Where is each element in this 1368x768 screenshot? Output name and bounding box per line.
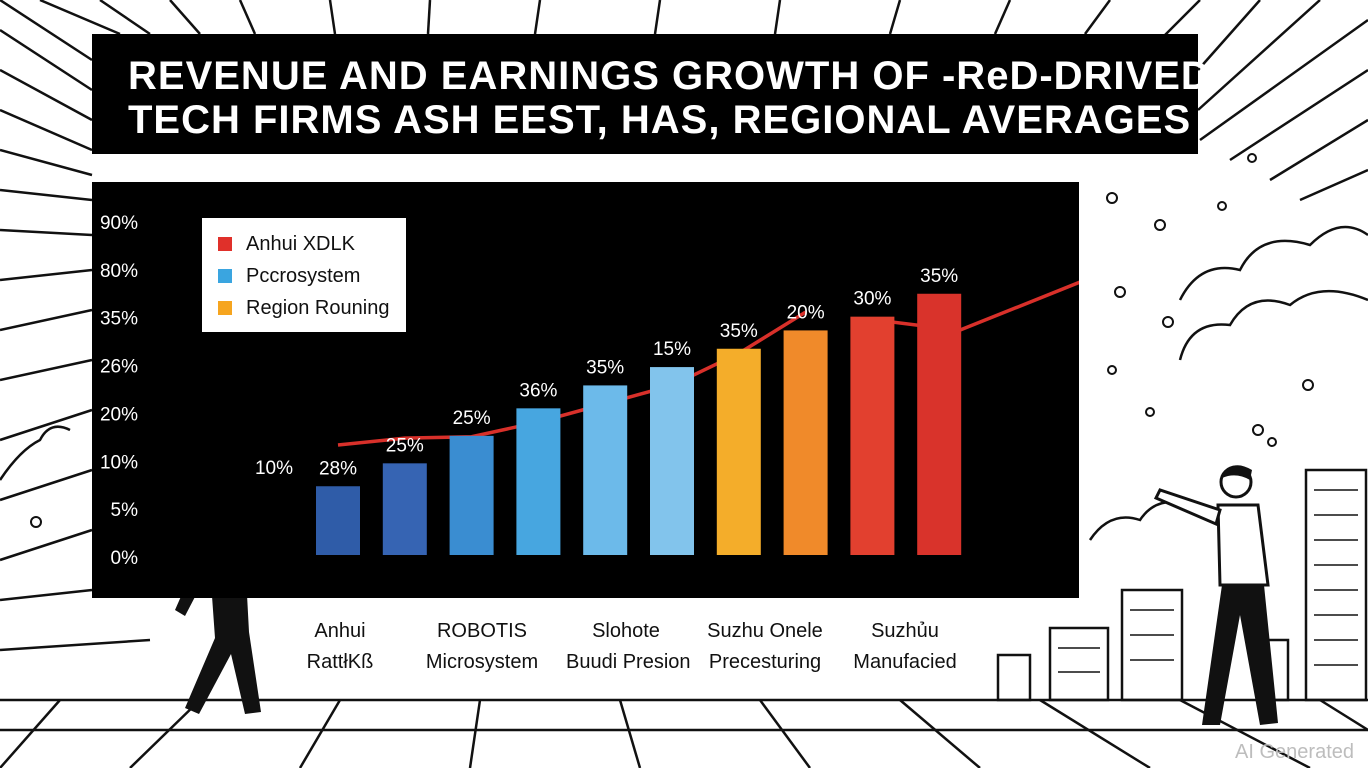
category-label-2: ROBOTIS Microsystem <box>412 616 552 678</box>
trend-line-segment-2 <box>885 280 1079 333</box>
title-banner: REVENUE AND EARNINGS GROWTH OF -ReD-DRIV… <box>92 34 1211 154</box>
legend: Anhui XDLK Pccrosystem Region Rouning <box>202 218 406 332</box>
bar <box>850 316 895 555</box>
building-windows <box>1058 489 1358 673</box>
bar-value-label: 25% <box>386 435 424 456</box>
category-label-4: Suzhu Onele Precesturing <box>690 616 840 678</box>
speed-lines <box>0 0 1368 652</box>
bar <box>650 367 694 555</box>
category-label-3: Slohote Buudi Presion <box>566 616 691 678</box>
y-tick-label: 10% <box>100 452 138 473</box>
chart-title-line-1: REVENUE AND EARNINGS GROWTH OF -ReD-DRIV… <box>128 54 1211 98</box>
legend-label-3: Region Rouning <box>246 296 390 319</box>
category-5-line-2: Manufacied <box>853 651 957 673</box>
legend-item-3: Region Rouning <box>218 292 406 324</box>
floor-perspective <box>0 698 1368 768</box>
bar <box>449 435 494 555</box>
observer-figure <box>1153 465 1278 725</box>
y-tick-label: 35% <box>100 309 138 330</box>
bar <box>583 385 628 555</box>
legend-swatch-2 <box>218 269 232 283</box>
legend-label-1: Anhui XDLK <box>246 232 355 255</box>
bar-chart: 90% 80% 35% 26% 20% 10% 5% 0% 28% 25% 25% 36% 35% 15%… <box>100 213 1079 569</box>
bar-value-label: 28% <box>319 458 357 479</box>
y-tick-label: 26% <box>100 357 138 378</box>
bar-value-label: 20% <box>787 302 825 323</box>
category-2-line-1: ROBOTIS <box>436 620 527 642</box>
y-tick-label: 80% <box>100 261 138 282</box>
bar <box>382 463 427 555</box>
ai-generated-watermark: AI Generated <box>1235 741 1354 763</box>
bar <box>516 408 561 555</box>
category-3-line-1: Slohote <box>592 620 660 642</box>
legend-label-2: Pccrosystem <box>246 264 361 287</box>
legend-swatch-3 <box>218 301 232 315</box>
legend-item-2: Pccrosystem <box>218 260 406 292</box>
category-3-line-2: Buudi Presion <box>566 651 691 673</box>
chart-title-line-2: TECH FIRMS ASH EEST, HAS, REGIONAL AVERA… <box>128 98 1192 142</box>
category-1-line-1: Anhui <box>314 620 366 642</box>
category-4-line-2: Precesturing <box>708 651 822 673</box>
extra-value-label: 10% <box>255 458 293 479</box>
legend-item-1: Anhui XDLK <box>218 228 406 260</box>
bar-value-label: 36% <box>519 380 557 401</box>
category-label-5: Suzhủu Manufacied <box>850 616 960 678</box>
bar <box>316 486 360 555</box>
bar-value-label: 15% <box>653 339 691 360</box>
category-2-line-2: Microsystem <box>425 651 539 673</box>
bar-value-label: 35% <box>920 266 958 287</box>
y-tick-label: 5% <box>111 500 139 521</box>
city-buildings <box>996 468 1368 702</box>
category-4-line-1: Suzhu Onele <box>707 620 823 642</box>
y-tick-label: 0% <box>111 548 139 569</box>
category-label-1: Anhui RattłKß <box>300 616 380 678</box>
legend-swatch-1 <box>218 237 232 251</box>
category-1-line-2: RattłKß <box>306 651 374 673</box>
y-tick-label: 20% <box>100 404 138 425</box>
bar-value-label: 25% <box>453 408 491 429</box>
bar-value-label: 35% <box>586 357 624 378</box>
bar <box>917 293 962 555</box>
bar <box>716 348 761 555</box>
category-5-line-1: Suzhủu <box>871 620 939 642</box>
bar <box>783 330 828 555</box>
sky-dots <box>30 153 1314 528</box>
bar-value-label: 35% <box>720 321 758 342</box>
bar-value-label: 30% <box>853 289 891 310</box>
chart-panel: 90% 80% 35% 26% 20% 10% 5% 0% 28% 25% 25% 36% 35% 15%… <box>92 182 1079 598</box>
y-tick-label: 90% <box>100 213 138 234</box>
